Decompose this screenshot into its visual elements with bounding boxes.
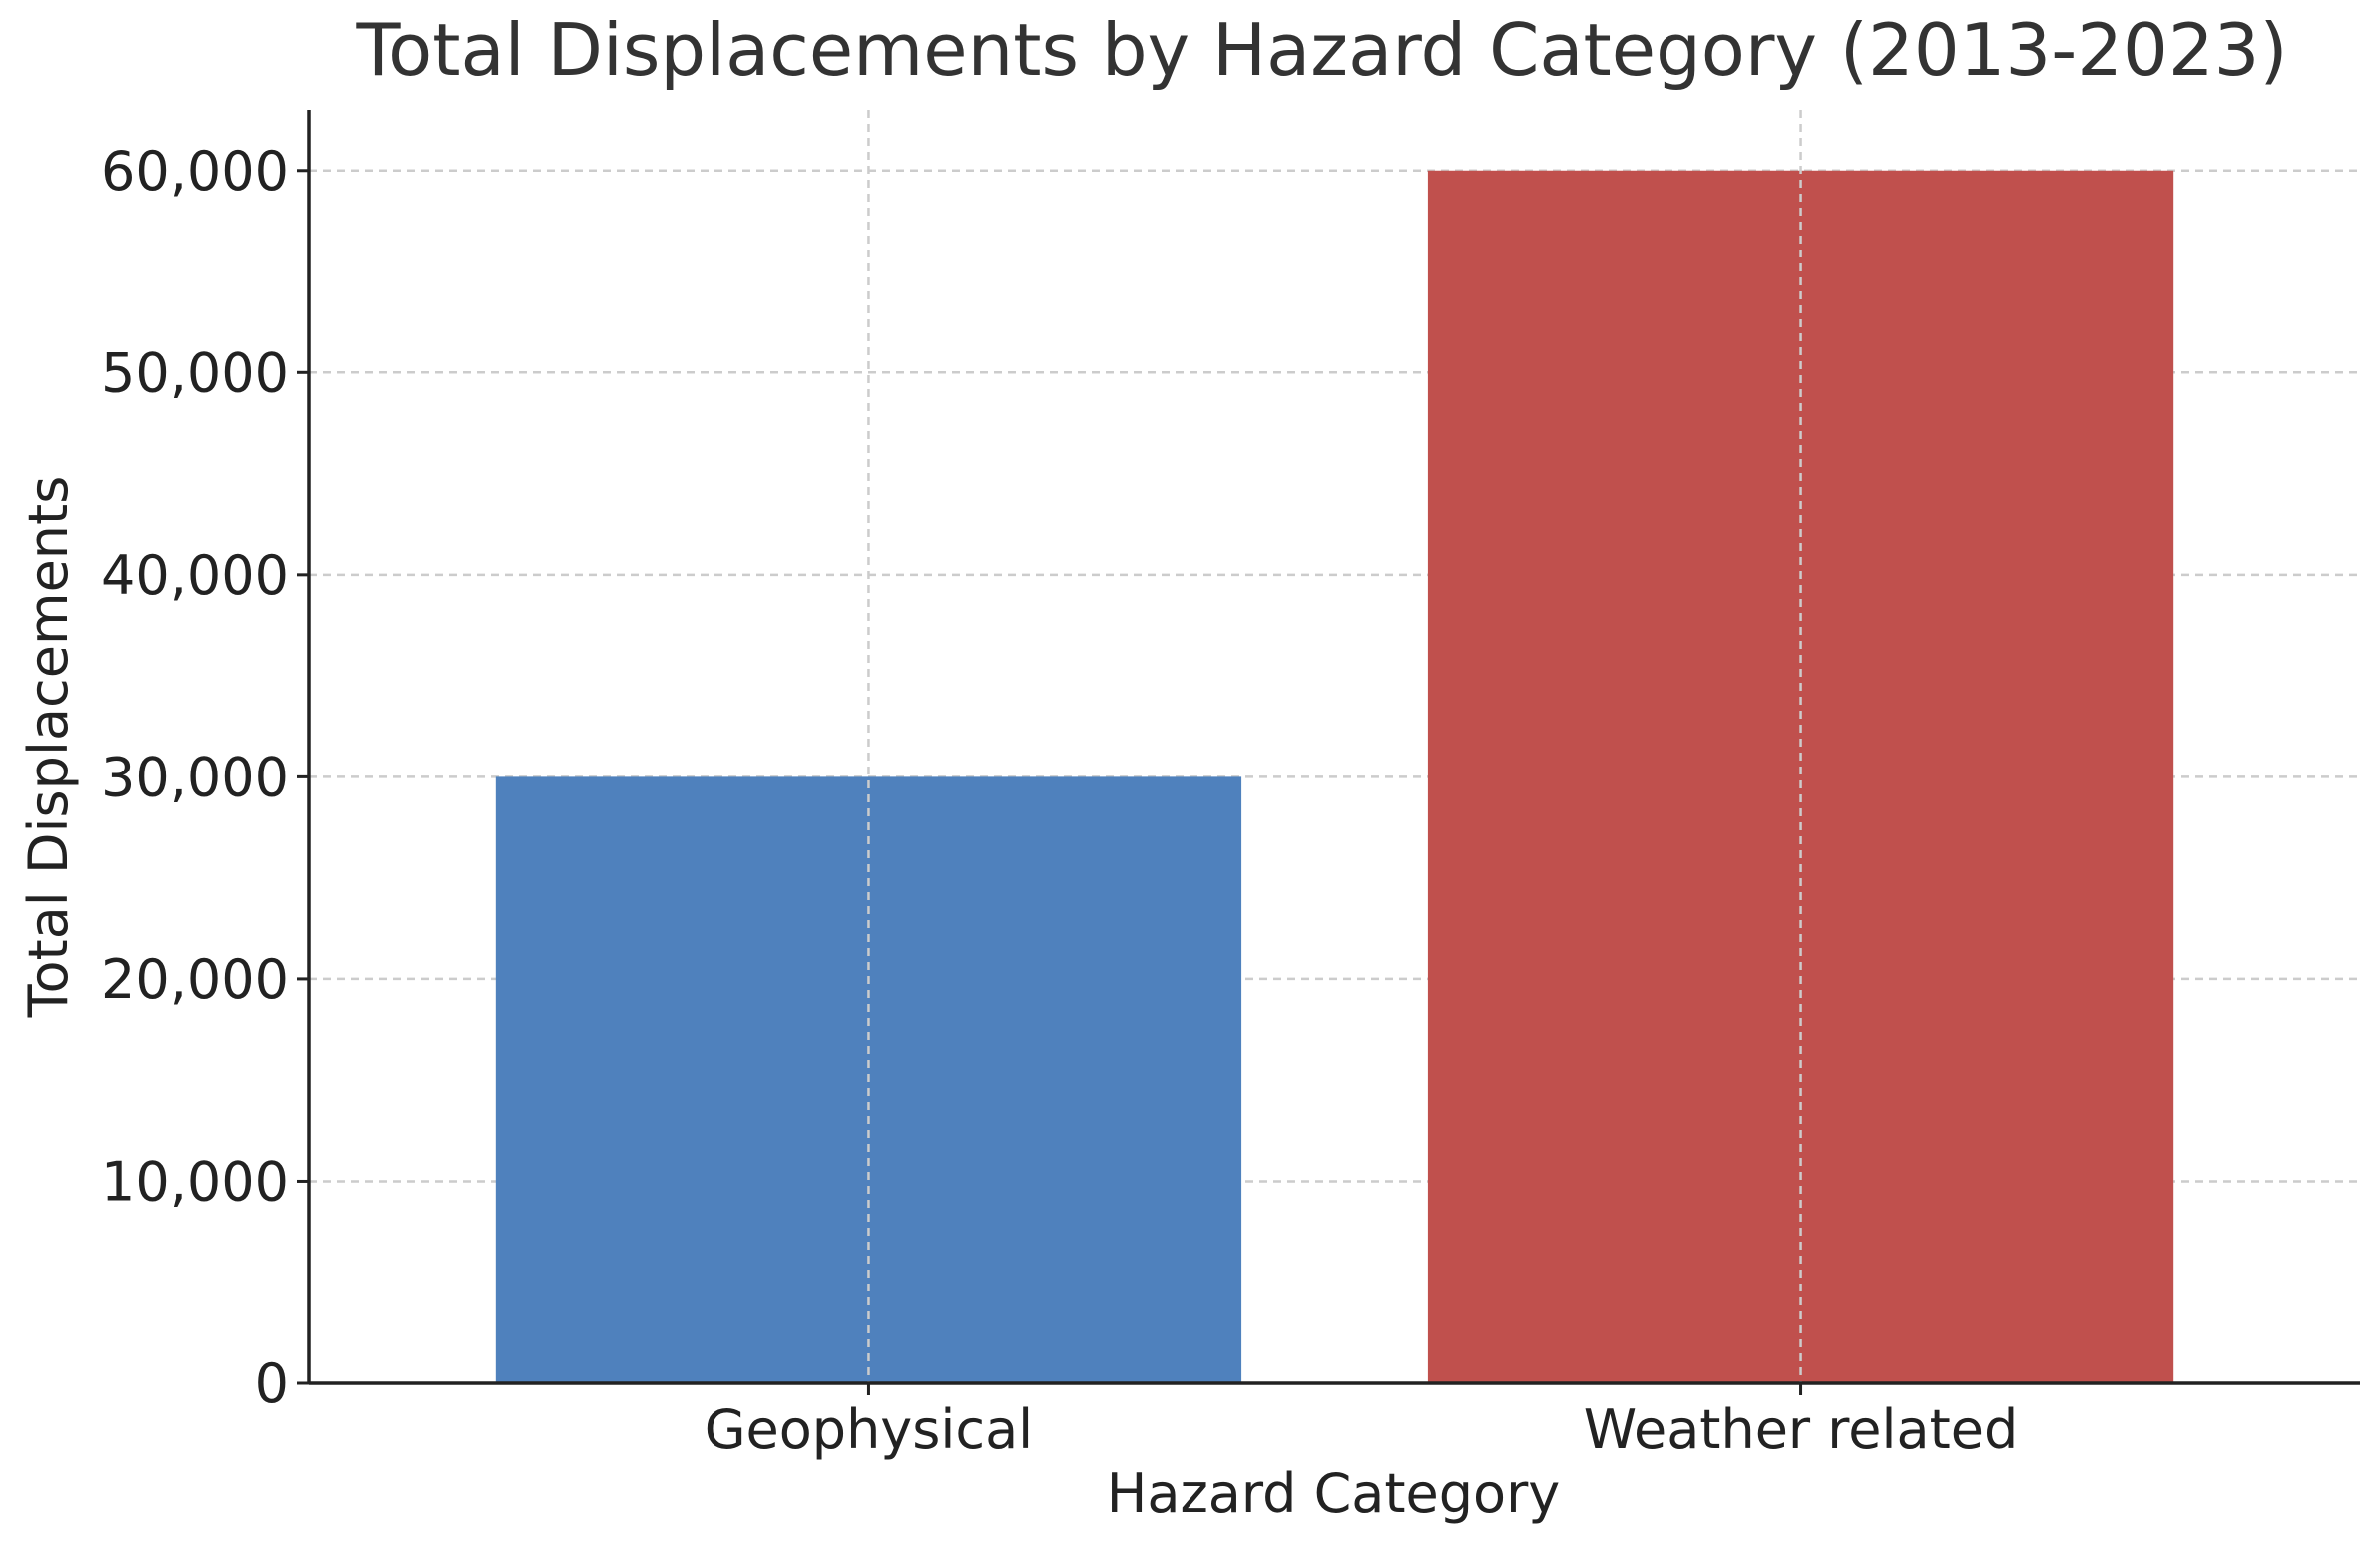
y-ticks-layer: 0 10,000 20,000 30,000 40,000 50,000 60,000 [101, 140, 309, 1415]
y-tick-label: 10,000 [101, 1150, 289, 1213]
bars-layer [495, 170, 2174, 1383]
chart-title: Total Displacements by Hazard Category (… [355, 8, 2287, 92]
y-tick-label: 50,000 [101, 341, 289, 404]
y-tick-label: 20,000 [101, 948, 289, 1011]
axes-layer [307, 110, 2360, 1385]
bar-weather-related [1427, 170, 2174, 1383]
y-tick-label: 0 [255, 1352, 289, 1415]
y-tick-label: 40,000 [101, 544, 289, 607]
x-axis-label: Hazard Category [1107, 1462, 1561, 1525]
x-tick-label: Geophysical [705, 1398, 1033, 1461]
y-tick-label: 60,000 [101, 140, 289, 203]
y-tick-label: 30,000 [101, 746, 289, 808]
y-axis-label: Total Displacements [17, 476, 80, 1019]
vertical-grid-layer [867, 110, 1802, 1383]
x-ticks-layer: Geophysical Weather related [705, 1383, 2019, 1461]
x-tick-label: Weather related [1584, 1398, 2019, 1461]
